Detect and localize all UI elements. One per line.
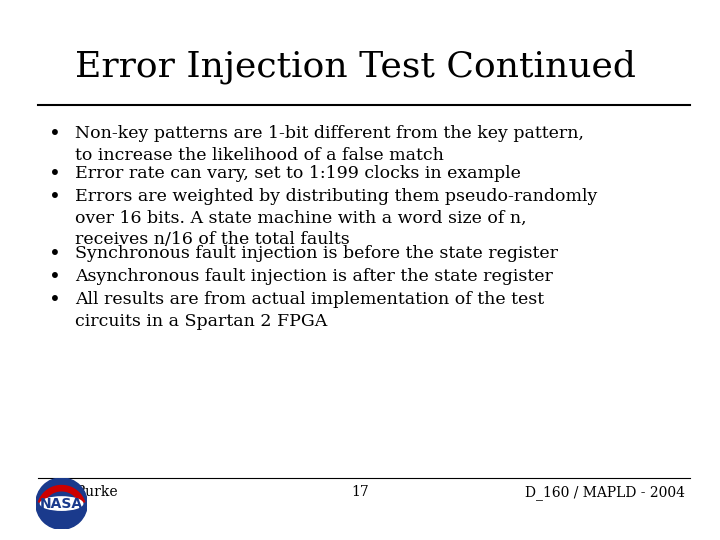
Text: Error rate can vary, set to 1:199 clocks in example: Error rate can vary, set to 1:199 clocks… [75, 165, 521, 182]
Text: •: • [49, 245, 61, 264]
Text: Errors are weighted by distributing them pseudo-randomly
over 16 bits. A state m: Errors are weighted by distributing them… [75, 188, 598, 248]
Circle shape [36, 478, 87, 529]
Polygon shape [37, 485, 86, 504]
Text: •: • [49, 165, 61, 184]
Text: Non-key patterns are 1-bit different from the key pattern,
to increase the likel: Non-key patterns are 1-bit different fro… [75, 125, 584, 164]
Text: 17: 17 [351, 485, 369, 499]
Text: Synchronous fault injection is before the state register: Synchronous fault injection is before th… [75, 245, 558, 262]
Text: Burke: Burke [75, 485, 117, 499]
Text: Asynchronous fault injection is after the state register: Asynchronous fault injection is after th… [75, 268, 553, 285]
Text: •: • [49, 188, 61, 207]
Text: Error Injection Test Continued: Error Injection Test Continued [75, 50, 636, 84]
Text: D_160 / MAPLD - 2004: D_160 / MAPLD - 2004 [525, 485, 685, 500]
Text: All results are from actual implementation of the test
circuits in a Spartan 2 F: All results are from actual implementati… [75, 291, 544, 329]
Text: •: • [49, 291, 61, 310]
Text: •: • [49, 268, 61, 287]
Text: NASA: NASA [40, 497, 83, 510]
Ellipse shape [40, 497, 83, 510]
Text: •: • [49, 125, 61, 144]
